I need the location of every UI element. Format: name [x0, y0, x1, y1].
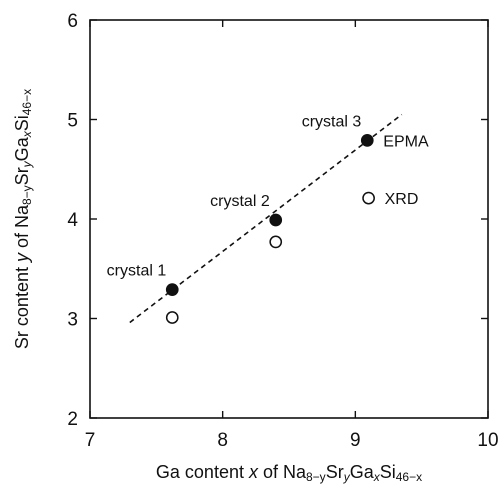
crystal-label: crystal 2 — [210, 193, 270, 210]
crystal-label: crystal 1 — [107, 263, 167, 280]
y-axis-label: Sr content y of Na8−ySryGaxSi46−x — [12, 89, 34, 349]
epma-point — [269, 213, 283, 227]
y-tick-label: 4 — [67, 210, 78, 231]
plot-frame — [89, 19, 489, 419]
x-axis-label: Ga content x of Na8−ySryGaxSi46−x — [156, 462, 422, 484]
y-tick-label: 3 — [67, 310, 78, 331]
xrd-point — [165, 311, 179, 324]
x-tick-label: 7 — [85, 430, 96, 451]
tick-labels: 7 8 9 10 2 3 4 5 6 — [67, 11, 498, 451]
xrd-point — [269, 235, 283, 249]
epma-point — [165, 283, 179, 296]
x-tick-label: 10 — [477, 430, 498, 451]
x-tick-label: 8 — [217, 430, 228, 451]
legend-entry: XRD — [385, 191, 419, 208]
data-points — [165, 134, 375, 324]
y-tick-label: 2 — [67, 409, 78, 430]
legend: EPMA XRD — [383, 133, 429, 208]
epma-point — [360, 134, 374, 147]
axis-ticks — [89, 19, 489, 419]
y-tick-label: 6 — [67, 11, 78, 32]
x-tick-label: 9 — [350, 430, 361, 451]
point-annotations: crystal 1 crystal 2 crystal 3 — [107, 113, 362, 279]
y-tick-label: 5 — [67, 111, 78, 132]
legend-entry: EPMA — [383, 133, 429, 150]
xrd-point — [362, 191, 375, 205]
crystal-label: crystal 3 — [302, 113, 362, 130]
